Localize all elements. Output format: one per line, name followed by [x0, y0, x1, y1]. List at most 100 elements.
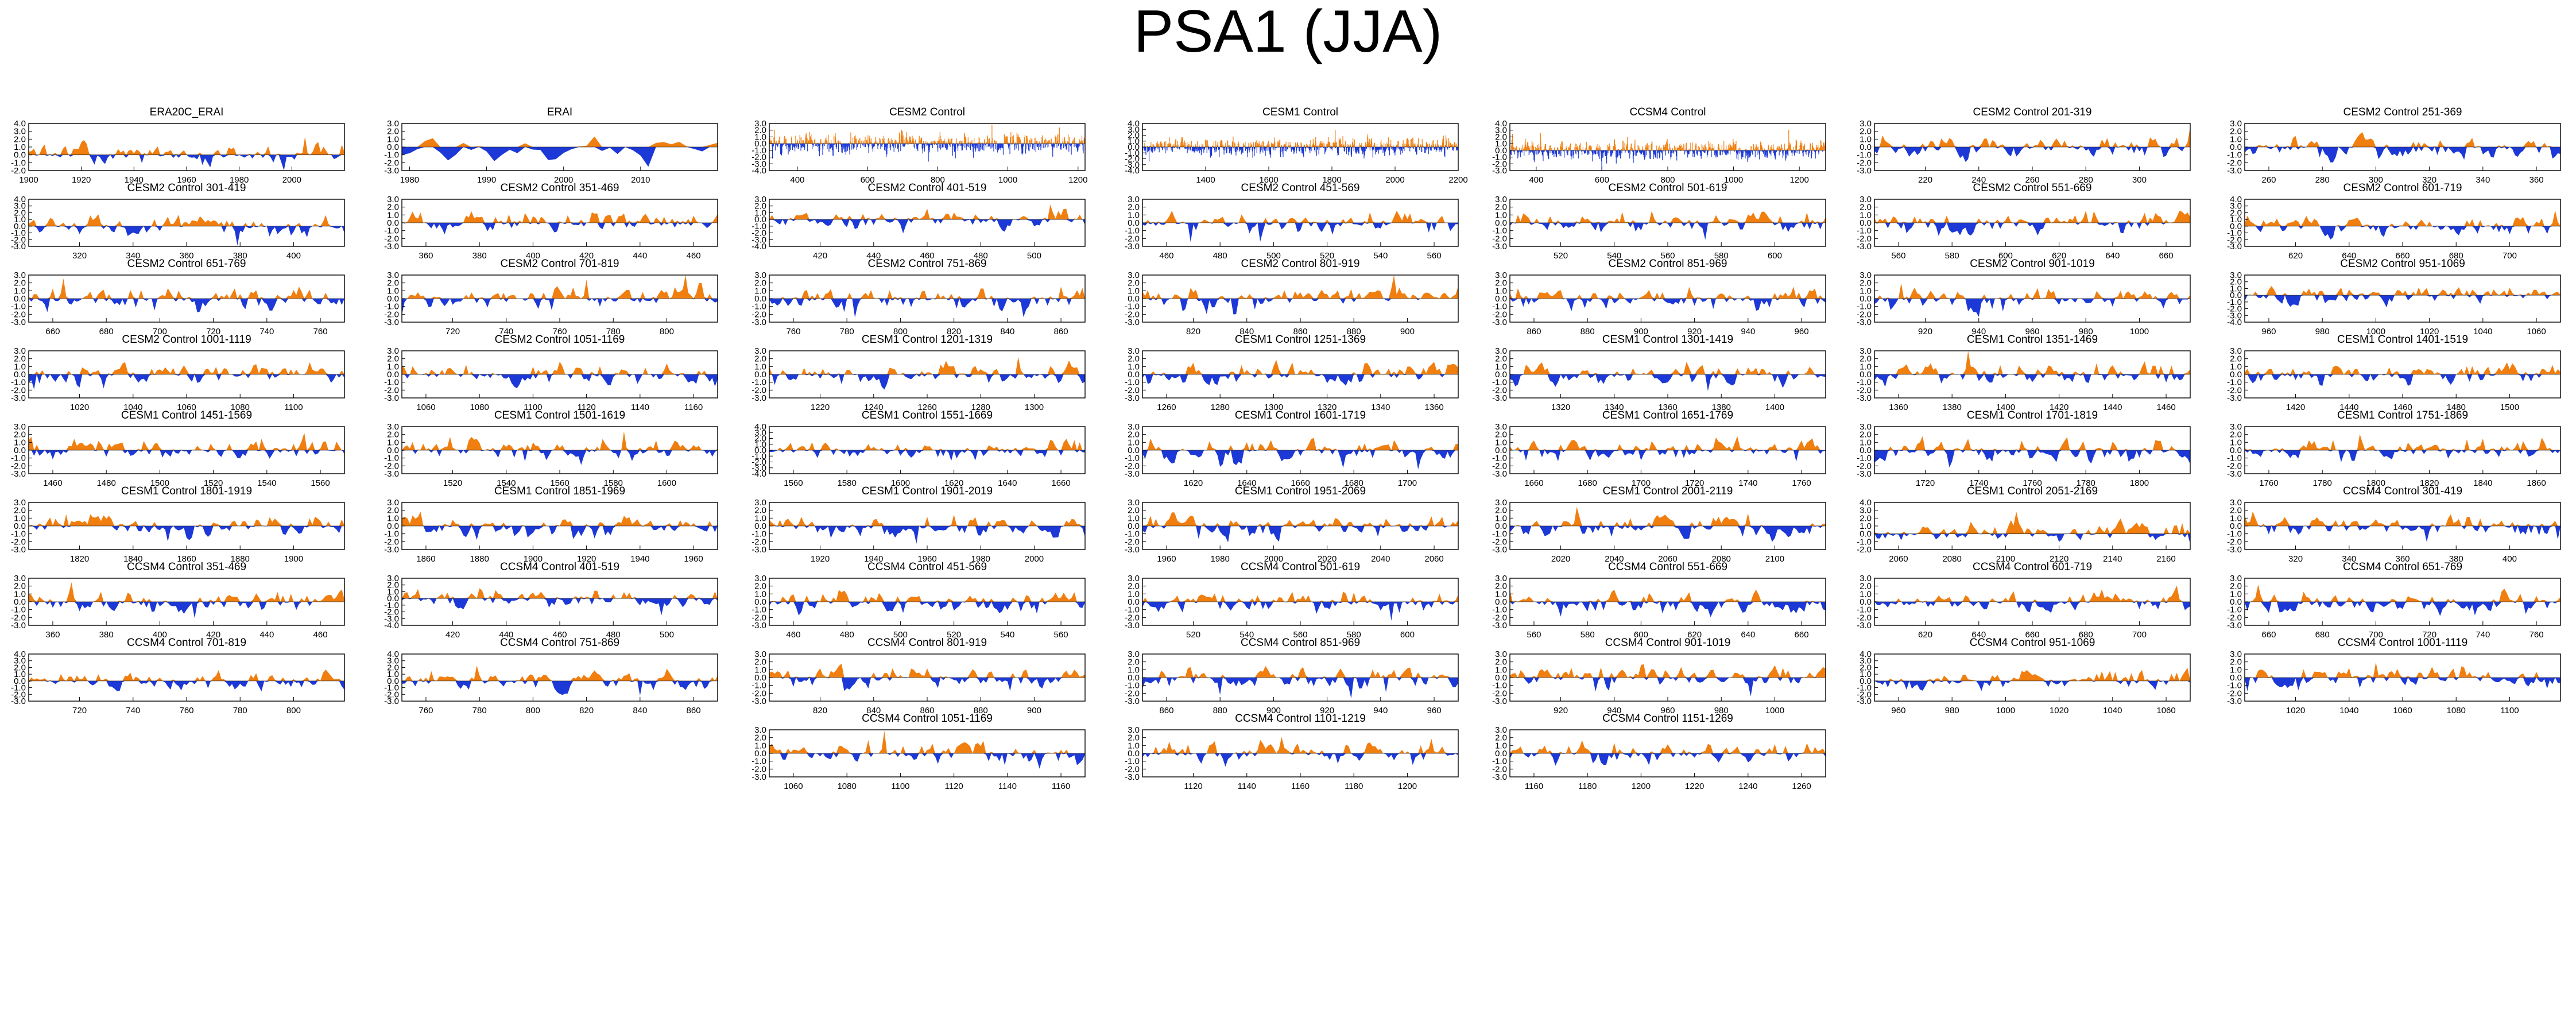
- panel-title: CCSM4 Control 801-919: [867, 637, 987, 649]
- y-tick-label: 1.0: [1495, 210, 1507, 220]
- x-tick-label: 2000: [554, 175, 573, 185]
- panel: CCSM4 Control 1101-1219 3.0 2.0 1.0 0.0 -1.0-…: [1125, 709, 1459, 796]
- positive-area: [1874, 351, 2190, 374]
- x-tick-label: 1840: [123, 554, 142, 564]
- y-tick-label: -3.0: [752, 545, 766, 555]
- y-tick-label: -1.0: [1125, 681, 1140, 691]
- panel: CCSM4 Control 1151-1269 3.0 2.0 1.0 0.0 -1.0-…: [1492, 709, 1826, 796]
- x-tick-label: 1300: [1025, 403, 1044, 412]
- y-tick-label: -3.0: [1857, 166, 1872, 176]
- x-tick-label: 400: [526, 251, 540, 261]
- x-tick-label: 420: [206, 630, 220, 640]
- x-tick-label: 1660: [1524, 478, 1543, 488]
- y-tick-label: 1.0: [754, 440, 766, 450]
- x-tick-label: 800: [893, 327, 908, 336]
- positive-area: [2245, 362, 2560, 374]
- x-tick-label: 660: [2159, 251, 2174, 261]
- x-tick-label: 920: [1554, 706, 1568, 715]
- x-tick-label: 860: [1527, 327, 1541, 336]
- y-tick-label: -2.0: [384, 385, 399, 395]
- panel-title: CCSM4 Control 751-869: [500, 637, 619, 649]
- y-tick-label: 0.0: [1495, 673, 1507, 683]
- panel: CESM2 Control 401-519 3.0 2.0 1.0 0.0 -1.0 -2.…: [752, 179, 1086, 266]
- y-tick-label: 0.0: [14, 597, 26, 607]
- y-tick-label: 2.0: [387, 430, 399, 440]
- panel-title: CCSM4 Control 1051-1169: [862, 713, 993, 725]
- panel-svg: CCSM4 Control 901-1019 3.02.01.00.0-1.0-2…: [1492, 637, 1826, 715]
- x-tick-label: 400: [1529, 175, 1543, 185]
- panel: CESM1 Control 1901-2019 3.0 2.0 1.0 0.0 -1.0-…: [752, 482, 1086, 569]
- positive-area: [1510, 287, 1826, 299]
- y-tick-label: -1.0: [1857, 378, 1872, 388]
- y-tick-label: -2.0: [11, 235, 26, 245]
- y-tick-label: 2.0: [14, 582, 26, 591]
- y-tick-label: 3.0: [1860, 195, 1872, 204]
- panel: CCSM4 Control 601-719 3.0 2.0 1.0 0.0 -1.0 -2.…: [1857, 558, 2191, 645]
- x-tick-label: 480: [974, 251, 988, 261]
- x-tick-label: 1400: [1996, 403, 2015, 412]
- y-tick-label: -4.0: [752, 166, 766, 176]
- x-tick-label: 1500: [150, 478, 169, 488]
- x-tick-label: 1800: [1322, 175, 1341, 185]
- x-tick-label: 1180: [1345, 781, 1363, 791]
- panel-title: CCSM4 Control: [1629, 106, 1706, 118]
- panel-title: CESM1 Control 1501-1619: [494, 409, 625, 421]
- x-tick-label: 1220: [811, 403, 830, 412]
- x-tick-label: 560: [1427, 251, 1442, 261]
- y-tick-label: -3.0: [1125, 697, 1140, 706]
- y-tick-label: 0.0: [1860, 218, 1872, 228]
- x-tick-label: 800: [526, 706, 540, 715]
- panel-svg: CESM1 Control 1451-15693.02.01.00.0-1.0-…: [11, 409, 345, 488]
- positive-area: [402, 136, 718, 147]
- x-tick-label: 400: [286, 251, 301, 261]
- x-tick-label: 1140: [1238, 781, 1256, 791]
- x-tick-label: 920: [1320, 706, 1334, 715]
- positive-area: [1874, 436, 2190, 450]
- panel: CESM1 Control 2001-2119 3.0 2.0 1.0 0.0 -1.0-…: [1492, 482, 1826, 569]
- y-tick-label: 3.0: [2230, 270, 2242, 280]
- y-tick-label: -3.0: [752, 772, 766, 782]
- x-tick-label: 2000: [1385, 175, 1404, 185]
- x-tick-label: 1600: [891, 478, 910, 488]
- y-tick-label: -1.0: [1857, 537, 1872, 547]
- x-tick-label: 2000: [1264, 554, 1283, 564]
- y-tick-label: 2.0: [14, 208, 26, 218]
- y-tick-label: 2.0: [2230, 657, 2242, 667]
- y-tick-label: -1.0: [11, 683, 26, 693]
- positive-area: [769, 287, 1085, 299]
- y-tick-label: -2.0: [1125, 613, 1140, 622]
- x-tick-label: 800: [931, 175, 945, 185]
- y-tick-label: 0.0: [1495, 749, 1507, 759]
- y-tick-label: -1.0: [2227, 681, 2242, 691]
- y-tick-label: 0.0: [14, 446, 26, 455]
- panel-title: CESM1 Control 1601-1719: [1235, 409, 1366, 421]
- panel: CESM1 Control 2051-2169 4.0 3.0 2.0 1.0 0.0 -1…: [1857, 482, 2191, 569]
- x-tick-label: 500: [660, 630, 674, 640]
- y-tick-label: -1.0: [1492, 378, 1507, 388]
- x-tick-label: 300: [2369, 175, 2383, 185]
- y-tick-label: 1.0: [14, 286, 26, 296]
- panel: CESM1 Control 1401-1519 3.0 2.0 1.0 0.0 -1.0-…: [2227, 330, 2561, 417]
- x-tick-label: 1140: [998, 781, 1017, 791]
- y-tick-label: 3.0: [1860, 422, 1872, 432]
- y-tick-label: 1.0: [1128, 362, 1140, 372]
- y-tick-label: 0.0: [387, 521, 399, 531]
- negative-area: [1874, 147, 2190, 162]
- x-tick-label: 2100: [1996, 554, 2015, 564]
- positive-area: [402, 512, 718, 526]
- y-tick-label: 3.0: [1495, 270, 1507, 280]
- y-tick-label: 1.0: [14, 438, 26, 447]
- x-tick-label: 1040: [123, 403, 142, 412]
- panel-title: CCSM4 Control 351-469: [127, 561, 246, 573]
- y-tick-label: 3.0: [1495, 574, 1507, 583]
- y-tick-label: -3.0: [11, 697, 26, 706]
- panel-svg: CCSM4 Control 851-969 3.02.01.00.0-1.0-2.…: [1125, 637, 1459, 715]
- panel-svg: CESM2 Control 451-569 3.02.01.00.0-1.0-2.…: [1125, 182, 1459, 261]
- figure-title: PSA1 (JJA): [1133, 0, 1443, 65]
- y-tick-label: 2.0: [1495, 733, 1507, 743]
- y-tick-label: -1.0: [11, 529, 26, 539]
- y-tick-label: 1.0: [1495, 286, 1507, 296]
- x-tick-label: 1320: [1318, 403, 1337, 412]
- y-tick-label: 3.0: [2230, 649, 2242, 659]
